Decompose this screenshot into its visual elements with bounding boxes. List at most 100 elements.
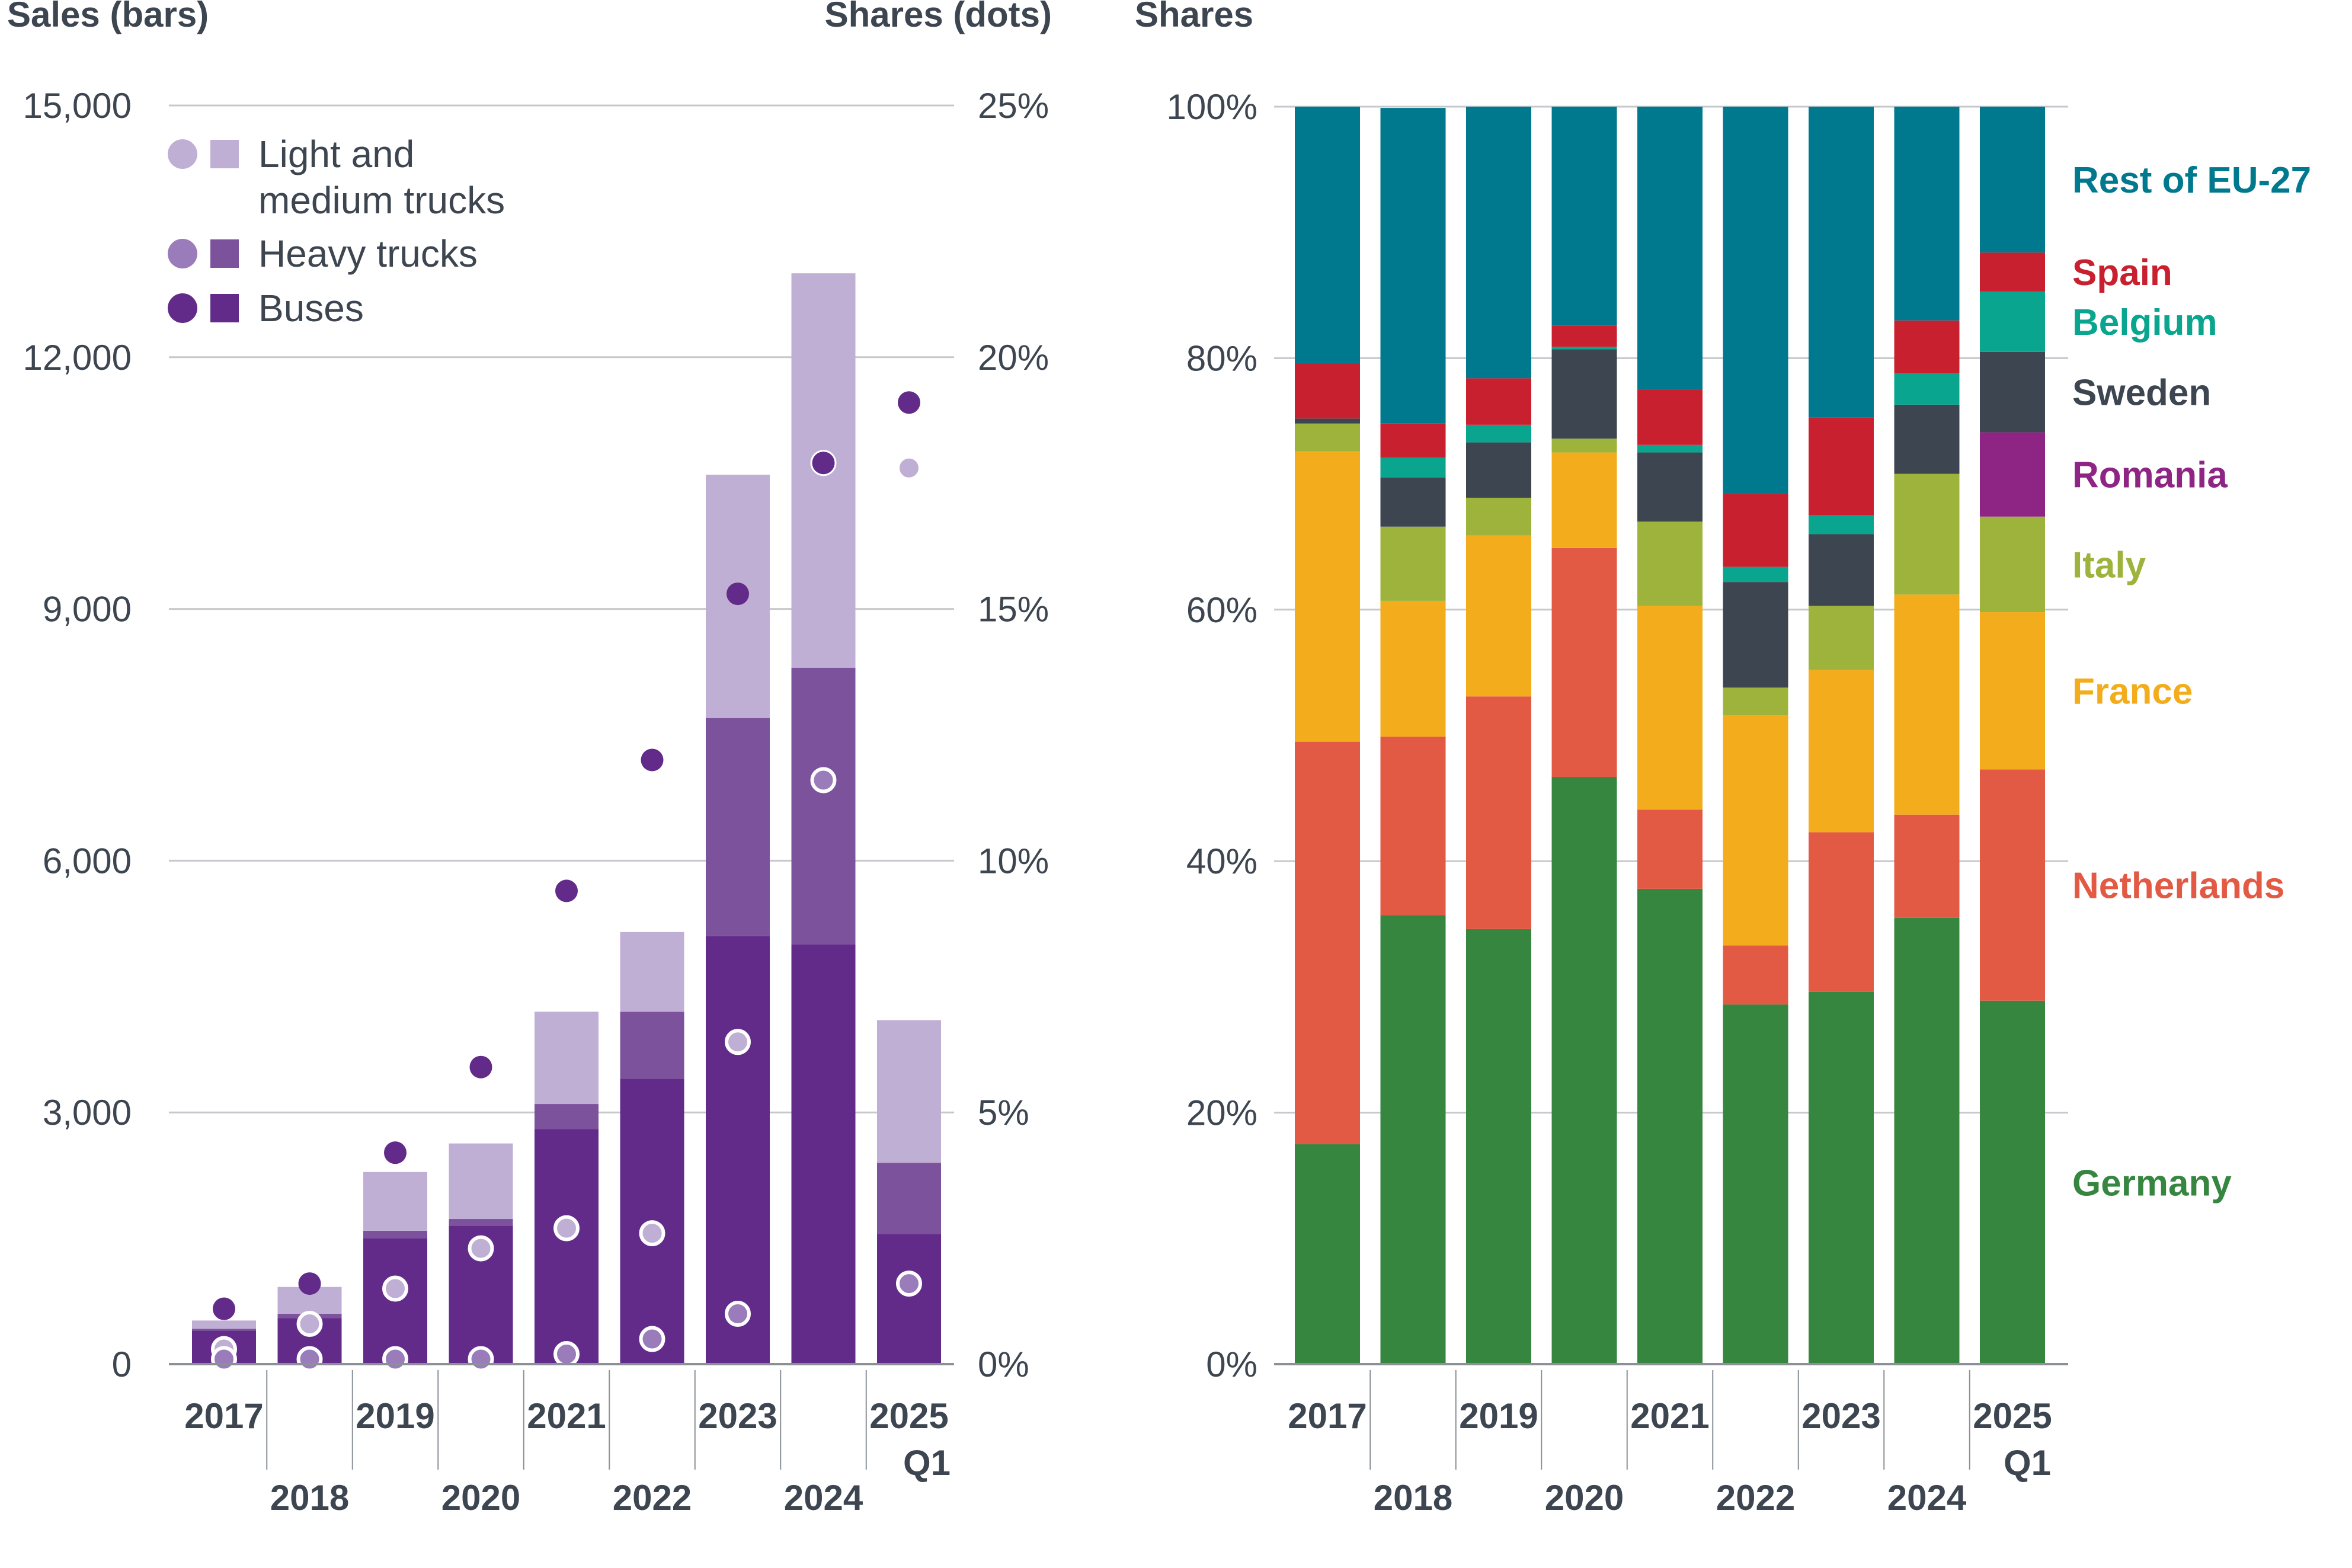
share-bar-belgium-2024 [1894,373,1960,405]
vehicle-legend: Light and medium trucks Heavy trucks Bus… [168,133,505,329]
share-bar-france-2017 [1295,451,1360,742]
share-bar-netherlands-2018 [1380,737,1446,916]
share-bar-italy-2018 [1380,526,1446,601]
share-bar-germany-2023 [1809,991,1874,1364]
country-label-germany: Germany [2072,1163,2232,1204]
share-bar-romania-2025 [1980,432,2045,517]
bar-light-and-medium-trucks-2020 [449,1143,513,1220]
dot-heavy-trucks-2020 [468,1346,494,1372]
legend-heavy-dot [168,239,197,268]
sales-bars [192,273,941,1364]
sales-tick-label: 12,000 [23,338,132,377]
share-year-label-2017: 2017 [1288,1396,1367,1436]
sales-year-label-2022: 2022 [613,1478,692,1518]
dot-heavy-trucks-2025 [896,1271,922,1297]
bar-buses-2023 [706,936,770,1364]
share-bar-rest-of-eu-27-2025 [1980,107,2045,253]
share-bar-germany-2017 [1295,1144,1360,1364]
share-bar-spain-2019 [1466,378,1531,425]
legend-buses-dot [168,293,197,323]
legend-buses-swatch [210,294,239,322]
share-bar-italy-2024 [1894,473,1960,595]
sales-year-sublabel: Q1 [903,1443,951,1483]
share-bar-sweden-2022 [1723,582,1788,688]
sales-year-label-2023: 2023 [698,1396,777,1436]
dot-light-and-medium-trucks-2019 [382,1275,408,1302]
country-label-rest-of-eu-27: Rest of EU-27 [2072,160,2311,201]
share-bar-belgium-2021 [1637,444,1703,453]
share-bar-germany-2018 [1380,915,1446,1364]
legend-buses-label: Buses [258,287,364,329]
share-bar-sweden-2018 [1380,477,1446,527]
share-bar-netherlands-2021 [1637,809,1703,889]
share-axis-tick-label: 0% [1206,1345,1257,1384]
dot-heavy-trucks-2021 [553,1341,580,1368]
share-bar-france-2023 [1809,670,1874,833]
share-bar-italy-2017 [1295,423,1360,452]
share-tick-label: 15% [978,590,1049,629]
share-bar-italy-2025 [1980,516,2045,613]
dot-light-and-medium-trucks-2020 [468,1235,494,1262]
legend-light-label-line1: Light and [258,133,414,175]
bar-heavy-trucks-2025 [877,1163,941,1234]
share-bar-spain-2017 [1295,363,1360,419]
sales-year-label-2021: 2021 [527,1396,606,1436]
dot-light-and-medium-trucks-2021 [553,1215,580,1241]
share-bar-france-2025 [1980,612,2045,770]
bar-light-and-medium-trucks-2019 [363,1172,427,1231]
dot-light-and-medium-trucks-2023 [725,1029,751,1055]
share-bar-netherlands-2017 [1295,741,1360,1144]
right-axis-title: Shares (dots) [825,0,1052,34]
dot-buses-2023 [727,583,749,606]
share-axis-tick-label: 20% [1186,1093,1257,1133]
share-bar-sweden-2019 [1466,442,1531,498]
share-bar-rest-of-eu-27-2017 [1295,107,1360,363]
country-label-netherlands: Netherlands [2072,866,2284,907]
country-label-belgium: Belgium [2072,302,2217,343]
sales-tick-label: 15,000 [23,86,132,126]
sales-tick-label: 3,000 [43,1093,132,1132]
share-bar-france-2021 [1637,606,1703,810]
share-bar-belgium-2023 [1809,515,1874,535]
share-bar-italy-2020 [1551,439,1617,453]
legend-light-label-line2: medium trucks [258,179,505,222]
share-bars [1295,107,2045,1364]
country-label-sweden: Sweden [2072,373,2211,414]
share-tick-label: 25% [978,86,1049,126]
sales-year-label-2025: 2025 [869,1396,948,1436]
share-year-label-2022: 2022 [1716,1478,1795,1518]
share-bar-belgium-2025 [1980,291,2045,352]
dot-buses-2020 [469,1055,492,1079]
dot-light-and-medium-trucks-2022 [639,1220,665,1247]
bar-heavy-trucks-2022 [620,1012,684,1079]
bar-light-and-medium-trucks-2021 [535,1012,599,1105]
share-bar-italy-2021 [1637,521,1703,606]
share-year-label-2025: 2025 [1973,1396,2052,1436]
share-bar-spain-2025 [1980,252,2045,292]
share-dots [211,391,922,1372]
share-bar-germany-2021 [1637,888,1703,1364]
share-tick-label: 0% [978,1345,1029,1384]
legend-light-swatch [210,140,239,168]
share-bar-sweden-2017 [1295,418,1360,424]
share-year-label-2020: 2020 [1545,1478,1624,1518]
bar-light-and-medium-trucks-2017 [192,1320,256,1329]
share-bar-spain-2020 [1551,325,1617,347]
share-bar-france-2020 [1551,452,1617,548]
share-chart-title: Shares [1135,0,1253,34]
bar-buses-2024 [791,945,856,1364]
bar-heavy-trucks-2023 [706,718,770,936]
sales-tick-label: 9,000 [43,590,132,629]
share-bar-italy-2023 [1809,606,1874,670]
share-bar-spain-2021 [1637,389,1703,445]
share-axis-tick-label: 40% [1186,841,1257,881]
share-bar-germany-2024 [1894,917,1960,1364]
sales-chart: 0 3,000 6,000 9,000 12,000 15,000 0% 5% 10% 15% 20… [7,0,1052,1518]
share-bar-netherlands-2022 [1723,945,1788,1005]
share-tick-label: 10% [978,841,1049,881]
sales-year-label-2020: 2020 [441,1478,520,1518]
share-bar-rest-of-eu-27-2024 [1894,107,1960,321]
dot-buses-2022 [641,748,664,772]
share-bar-france-2018 [1380,600,1446,737]
share-bar-netherlands-2025 [1980,769,2045,1001]
